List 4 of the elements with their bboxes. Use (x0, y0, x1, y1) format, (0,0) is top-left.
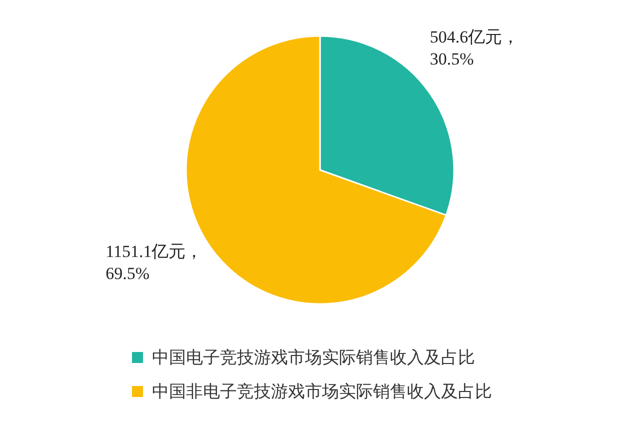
legend-label: 中国电子竞技游戏市场实际销售收入及占比 (152, 348, 475, 367)
data-label: 1151.1亿元，69.5% (106, 242, 203, 284)
legend-label: 中国非电子竞技游戏市场实际销售收入及占比 (152, 382, 492, 401)
data-label: 504.6亿元，30.5% (430, 28, 520, 69)
